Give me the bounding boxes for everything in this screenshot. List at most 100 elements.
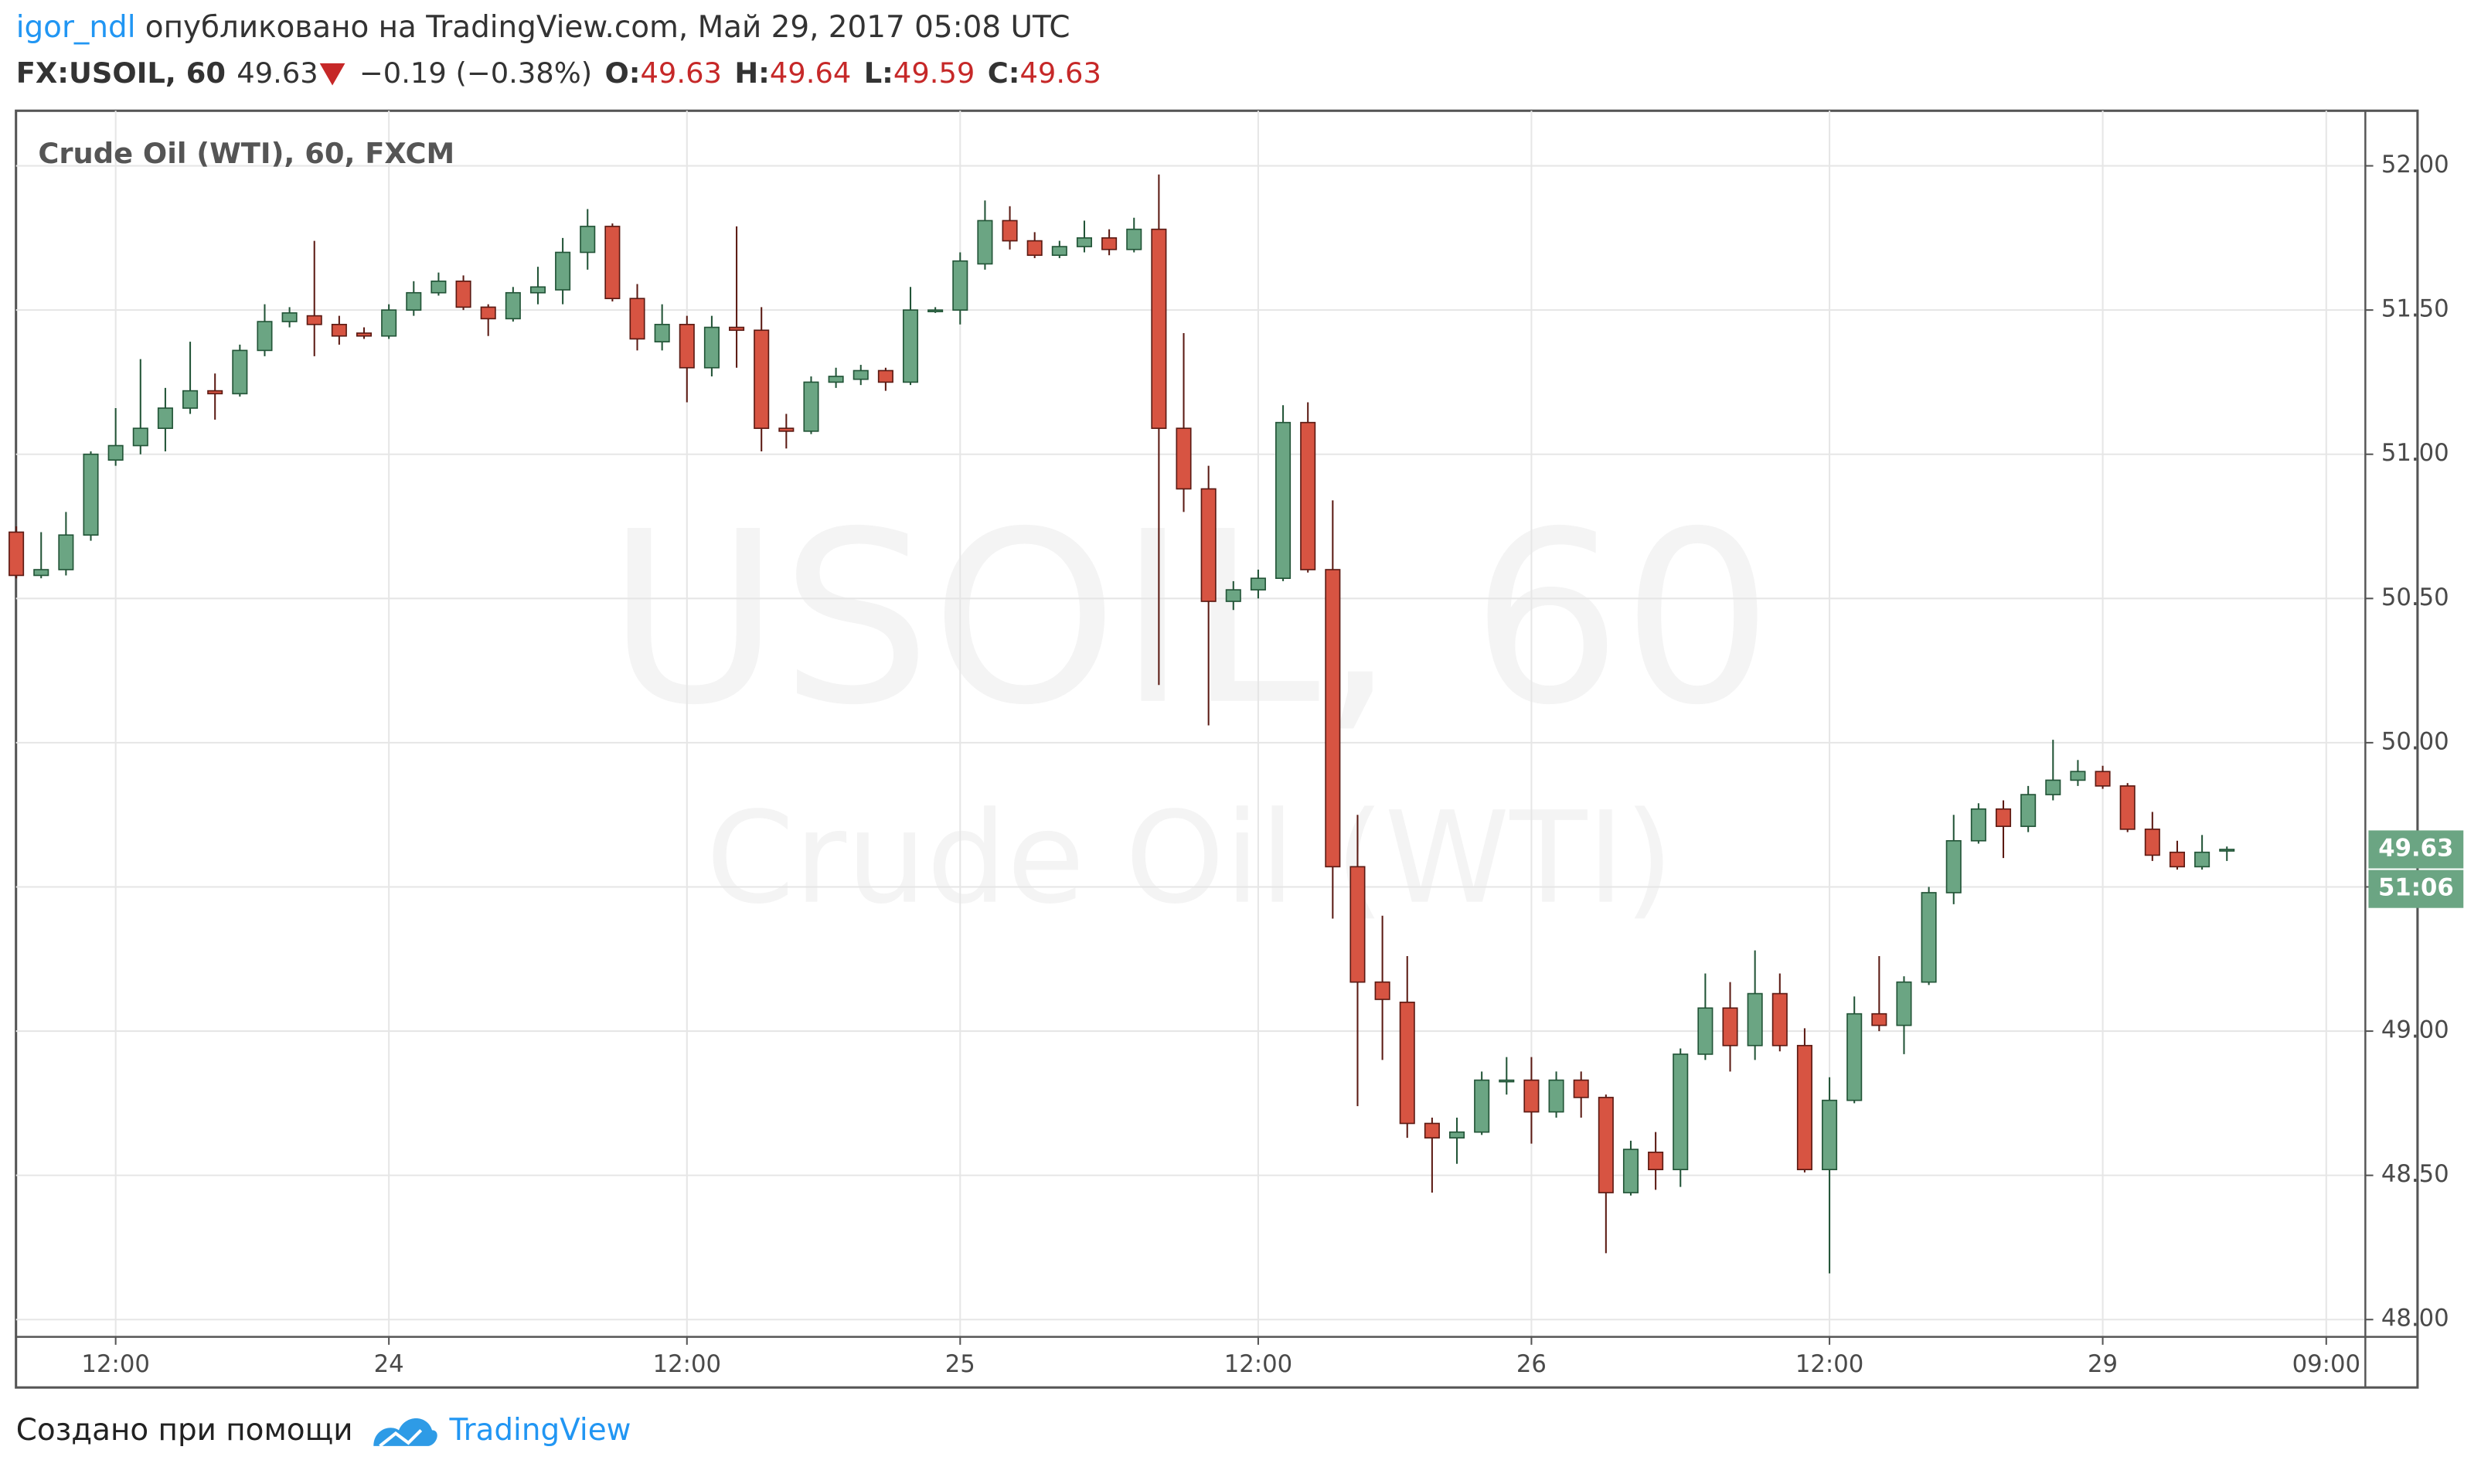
- x-tick-label: 25: [945, 1351, 975, 1378]
- y-tick-label: 51.50: [2381, 296, 2449, 323]
- axes: 48.0048.5049.0049.5050.0050.5051.0051.50…: [81, 151, 2464, 1378]
- candle-body: [555, 251, 571, 291]
- candle-body: [1176, 427, 1192, 490]
- candle-body: [927, 309, 944, 313]
- candle-body: [58, 534, 74, 570]
- author[interactable]: igor_ndl: [16, 9, 136, 44]
- y-tick-label: 52.00: [2381, 151, 2449, 179]
- published: опубликовано на TradingView.com, Май 29,…: [145, 9, 1070, 44]
- watermark: USOIL, 60: [607, 482, 1773, 757]
- l-value: 49.59: [893, 56, 975, 90]
- candle-body: [1151, 228, 1167, 429]
- candle-body: [1200, 488, 1217, 602]
- candle-body: [1796, 1044, 1812, 1171]
- candle-body: [2095, 771, 2111, 787]
- candle-body: [629, 298, 645, 340]
- tradingview-logo[interactable]: [373, 1418, 437, 1448]
- footer-brand[interactable]: TradingView: [449, 1413, 631, 1448]
- candle-body: [1300, 421, 1316, 570]
- candle-body: [1325, 569, 1341, 868]
- candle-body: [182, 390, 199, 409]
- candle-body: [2169, 851, 2186, 868]
- watermark-sub: Crude Oil (WTI): [706, 785, 1673, 932]
- x-tick-label: 09:00: [2292, 1351, 2360, 1378]
- o-value: 49.63: [641, 56, 722, 90]
- x-tick-label: 12:00: [1795, 1351, 1863, 1378]
- y-tick-label: 48.00: [2381, 1305, 2449, 1333]
- candle-body: [1523, 1079, 1540, 1113]
- candle-body: [828, 376, 844, 383]
- candle-body: [679, 323, 695, 369]
- candle-body: [257, 321, 273, 352]
- candle-body: [1051, 246, 1067, 257]
- countdown-label: 51:06: [2378, 875, 2454, 902]
- candle-body: [2119, 785, 2136, 830]
- change: −0.19 (−0.38%): [359, 56, 592, 90]
- candle-body: [580, 226, 596, 254]
- c-label: C:: [988, 56, 1020, 90]
- candle-body: [654, 323, 670, 343]
- candle-body: [1747, 992, 1763, 1047]
- candle-body: [331, 323, 347, 337]
- candle-body: [778, 427, 795, 432]
- y-tick-label: 50.50: [2381, 584, 2449, 611]
- candle-body: [729, 326, 745, 332]
- x-tick-label: 29: [2088, 1351, 2118, 1378]
- y-tick-label: 48.50: [2381, 1161, 2449, 1188]
- ohlc-line: FX:USOIL, 60 49.63 −0.19 (−0.38%) O:49.63 H:…: [16, 56, 1101, 90]
- candle-body: [431, 280, 447, 294]
- countdown-box: [2368, 870, 2464, 908]
- last: 49.63: [237, 56, 318, 90]
- symbol: FX:USOIL, 60: [16, 56, 226, 90]
- candle-body: [281, 312, 298, 322]
- candle-body: [2045, 779, 2061, 795]
- candle-body: [1822, 1099, 1838, 1171]
- o-label: O:: [604, 56, 640, 90]
- candle-body: [1697, 1007, 1714, 1055]
- chart-title: Crude Oil (WTI), 60, FXCM: [38, 137, 454, 170]
- candle-body: [1275, 421, 1292, 580]
- candle-body: [1225, 589, 1241, 602]
- candle-body: [1846, 1013, 1863, 1101]
- candle-body: [703, 326, 720, 369]
- candle-body: [1399, 1001, 1415, 1125]
- candle-body: [83, 453, 99, 536]
- grid: [15, 111, 2366, 1337]
- candle-body: [9, 531, 25, 577]
- candle-body: [803, 381, 819, 432]
- candle-body: [157, 407, 173, 429]
- candle-body: [1648, 1151, 1664, 1171]
- candle-body: [1970, 808, 1986, 842]
- x-tick-label: 24: [374, 1351, 404, 1378]
- h-value: 49.64: [770, 56, 851, 90]
- candle-body: [1499, 1079, 1515, 1083]
- candle-body: [604, 226, 621, 300]
- candle-body: [2070, 771, 2086, 781]
- h-label: H:: [734, 56, 770, 90]
- candle-body: [1921, 892, 1937, 983]
- candle-body: [1101, 237, 1118, 250]
- candle-body: [1126, 228, 1142, 250]
- x-tick-label: 12:00: [653, 1351, 721, 1378]
- candle-body: [902, 309, 919, 383]
- candle-body: [977, 220, 993, 265]
- header-line: igor_ndl опубликовано на TradingView.com,…: [16, 9, 1070, 44]
- candle-body: [207, 390, 223, 395]
- y-tick-label: 51.00: [2381, 440, 2449, 467]
- candle-body: [1250, 577, 1266, 591]
- last-price-label: 49.63: [2378, 835, 2453, 862]
- candle-body: [1548, 1079, 1564, 1113]
- candle-body: [1896, 981, 1912, 1026]
- candle-body: [2194, 851, 2210, 868]
- candle-body: [1474, 1079, 1490, 1133]
- y-tick-label: 50.00: [2381, 728, 2449, 755]
- candle-body: [406, 291, 422, 311]
- l-label: L:: [864, 56, 893, 90]
- y-tick-label: 49.00: [2381, 1017, 2449, 1044]
- candle-body: [1076, 237, 1092, 247]
- down-arrow: [319, 63, 345, 86]
- candle-body: [356, 332, 373, 337]
- candle-body: [754, 329, 770, 429]
